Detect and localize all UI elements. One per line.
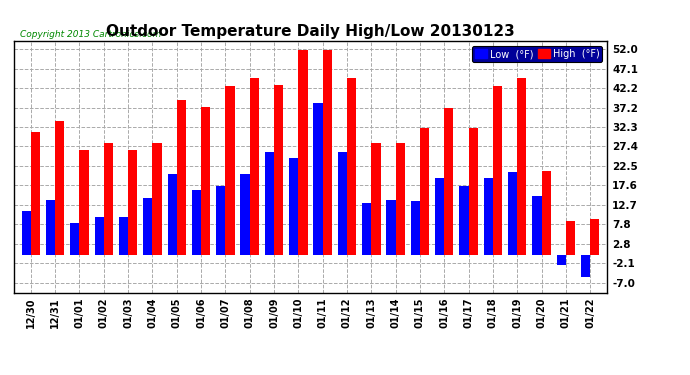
Bar xyxy=(250,78,259,255)
Bar xyxy=(337,152,347,255)
Bar xyxy=(31,132,40,255)
Bar xyxy=(201,107,210,255)
Bar xyxy=(240,174,250,255)
Bar xyxy=(79,150,89,255)
Bar xyxy=(70,223,79,255)
Bar xyxy=(420,128,429,255)
Bar xyxy=(347,78,356,255)
Bar xyxy=(192,190,201,255)
Bar xyxy=(542,171,551,255)
Bar xyxy=(46,200,55,255)
Bar xyxy=(590,219,600,255)
Legend: Low  (°F), High  (°F): Low (°F), High (°F) xyxy=(472,46,602,62)
Bar xyxy=(518,78,526,255)
Bar xyxy=(444,108,453,255)
Bar xyxy=(493,86,502,255)
Bar xyxy=(371,142,381,255)
Bar xyxy=(95,217,103,255)
Bar xyxy=(313,103,323,255)
Bar xyxy=(298,50,308,255)
Bar xyxy=(508,172,518,255)
Bar xyxy=(435,178,444,255)
Bar xyxy=(395,142,405,255)
Bar xyxy=(557,255,566,265)
Bar xyxy=(484,178,493,255)
Bar xyxy=(177,100,186,255)
Bar xyxy=(566,221,575,255)
Bar xyxy=(128,150,137,255)
Bar xyxy=(289,158,298,255)
Bar xyxy=(581,255,590,277)
Bar xyxy=(532,195,542,255)
Bar xyxy=(386,200,395,255)
Bar xyxy=(323,50,332,255)
Bar xyxy=(469,128,477,255)
Bar xyxy=(362,204,371,255)
Bar xyxy=(119,217,128,255)
Text: Copyright 2013 Cartronics.com: Copyright 2013 Cartronics.com xyxy=(20,30,161,39)
Title: Outdoor Temperature Daily High/Low 20130123: Outdoor Temperature Daily High/Low 20130… xyxy=(106,24,515,39)
Bar xyxy=(226,86,235,255)
Bar xyxy=(411,201,420,255)
Bar xyxy=(168,174,177,255)
Bar xyxy=(21,211,31,255)
Bar xyxy=(152,142,161,255)
Bar xyxy=(274,85,284,255)
Bar xyxy=(216,186,226,255)
Bar xyxy=(144,198,152,255)
Bar xyxy=(55,121,64,255)
Bar xyxy=(104,142,113,255)
Bar xyxy=(460,186,469,255)
Bar xyxy=(265,152,274,255)
